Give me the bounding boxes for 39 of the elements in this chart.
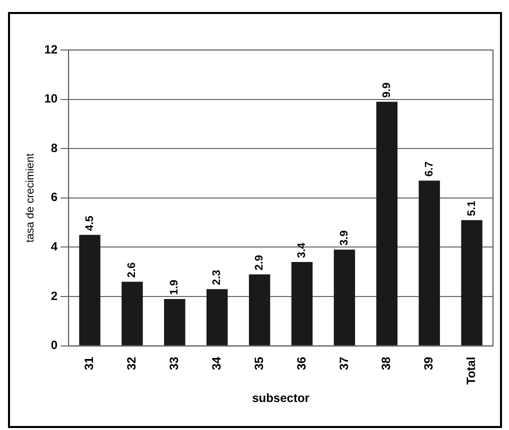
data-label: 4.5: [84, 216, 96, 231]
y-tick-label: 12: [44, 42, 58, 56]
bar: [79, 234, 100, 346]
data-label: 2.3: [211, 270, 224, 286]
y-tick-label: 2: [50, 288, 58, 303]
y-tick-label: 6: [50, 190, 58, 204]
y-tick-label: 4: [50, 240, 58, 254]
y-axis-title: tasa de crecimient: [24, 153, 37, 243]
data-label: 1.9: [168, 280, 181, 295]
x-tick-label: 39: [422, 356, 436, 370]
data-label: 5.1: [466, 200, 478, 216]
data-label: 3.4: [296, 242, 308, 258]
bar: [418, 180, 440, 346]
x-tick-label: 34: [209, 356, 224, 370]
x-tick-label: 31: [82, 356, 96, 370]
bar: [248, 274, 270, 346]
bar: [164, 298, 186, 346]
x-tick-label: 37: [336, 356, 351, 370]
x-tick-label: 36: [294, 356, 308, 370]
y-tick-label: 0: [50, 338, 58, 352]
x-tick-label: Total: [464, 356, 478, 385]
y-tick-label: 8: [50, 140, 58, 155]
data-label: 6.7: [423, 161, 436, 177]
y-tick-label: 10: [44, 92, 58, 106]
bar: [291, 262, 313, 346]
bar: [206, 289, 228, 346]
data-label: 9.9: [380, 82, 393, 98]
bar: [122, 282, 143, 346]
bar: [376, 102, 398, 346]
x-tick-label: 32: [124, 356, 139, 370]
data-label: 3.9: [338, 230, 350, 246]
x-tick-label: 35: [252, 356, 266, 370]
x-tick-label: 38: [379, 356, 394, 370]
x-tick-label: 33: [166, 356, 181, 370]
data-label: 2.6: [126, 262, 138, 278]
data-label: 2.9: [254, 255, 266, 270]
bar: [461, 220, 482, 346]
bar: [334, 250, 356, 346]
x-axis-title: subsector: [252, 391, 310, 406]
